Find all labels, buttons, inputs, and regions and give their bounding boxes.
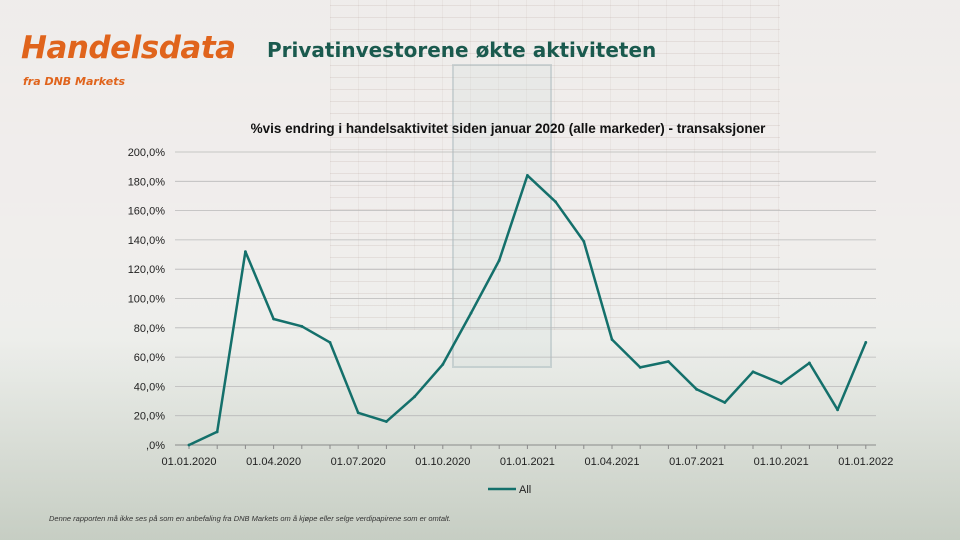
data-point (582, 239, 586, 243)
background-hedge (0, 340, 960, 540)
data-point (526, 174, 529, 177)
data-point (836, 408, 839, 412)
data-point (610, 338, 614, 341)
data-point (723, 401, 727, 404)
data-point (356, 411, 360, 415)
x-tick-label: 01.07.2021 (669, 456, 724, 468)
data-point (300, 324, 304, 328)
brand-subtitle: fra DNB Markets (23, 75, 125, 88)
x-tick-label: 01.01.2021 (500, 456, 555, 468)
x-tick-label: 01.01.2022 (838, 456, 893, 468)
data-point (328, 341, 332, 344)
data-point (638, 365, 642, 369)
y-tick-label: 40,0% (134, 381, 165, 393)
data-point (244, 250, 247, 254)
y-tick-label: 200,0% (128, 147, 166, 159)
data-point (413, 395, 416, 399)
y-tick-label: 180,0% (128, 176, 166, 188)
y-tick-label: ,0% (146, 440, 165, 452)
y-tick-label: 140,0% (128, 235, 166, 247)
legend-label: All (519, 484, 531, 496)
series-line-all (187, 174, 868, 447)
data-point (187, 443, 191, 447)
y-tick-label: 160,0% (128, 206, 166, 218)
chart-gridlines (175, 151, 876, 417)
x-tick-label: 01.07.2020 (331, 456, 386, 468)
background-brick-wall (330, 0, 780, 330)
data-point (667, 360, 670, 363)
data-point (385, 420, 388, 423)
chart-x-axis: 01.01.2020 01.04.2020 01.07.2020 01.10.2020… (161, 444, 893, 468)
data-point (751, 370, 755, 374)
chart-legend: All (488, 484, 531, 496)
x-tick-label: 01.04.2020 (246, 456, 301, 468)
chart-title: %vis endring i handelsaktivitet siden ja… (251, 121, 766, 136)
y-tick-label: 120,0% (128, 264, 166, 276)
data-point (695, 387, 698, 391)
data-point (554, 200, 557, 204)
data-point (215, 430, 219, 434)
y-tick-label: 80,0% (134, 323, 165, 335)
chart-y-axis: 200,0% 180,0% 160,0% 140,0% 120,0% 100,0% 80,0… (128, 147, 166, 452)
chart-series-group (187, 174, 868, 447)
brand-logo: Handelsdata (21, 30, 236, 66)
x-tick-label: 01.04.2021 (584, 456, 639, 468)
data-point (497, 259, 501, 262)
slide-headline: Privatinvestorene økte aktiviteten (267, 38, 657, 62)
data-point (808, 361, 811, 365)
data-point (272, 317, 275, 321)
data-point (441, 363, 445, 366)
y-tick-label: 20,0% (134, 411, 165, 423)
data-point (864, 341, 868, 344)
data-point (469, 311, 473, 315)
data-point (779, 382, 783, 385)
y-tick-label: 100,0% (128, 294, 166, 306)
x-tick-label: 01.10.2020 (415, 456, 470, 468)
y-tick-label: 60,0% (134, 352, 165, 364)
x-tick-label: 01.01.2020 (161, 456, 216, 468)
disclaimer-text: Denne rapporten må ikke ses på som en an… (49, 514, 451, 523)
x-tick-label: 01.10.2021 (754, 456, 809, 468)
